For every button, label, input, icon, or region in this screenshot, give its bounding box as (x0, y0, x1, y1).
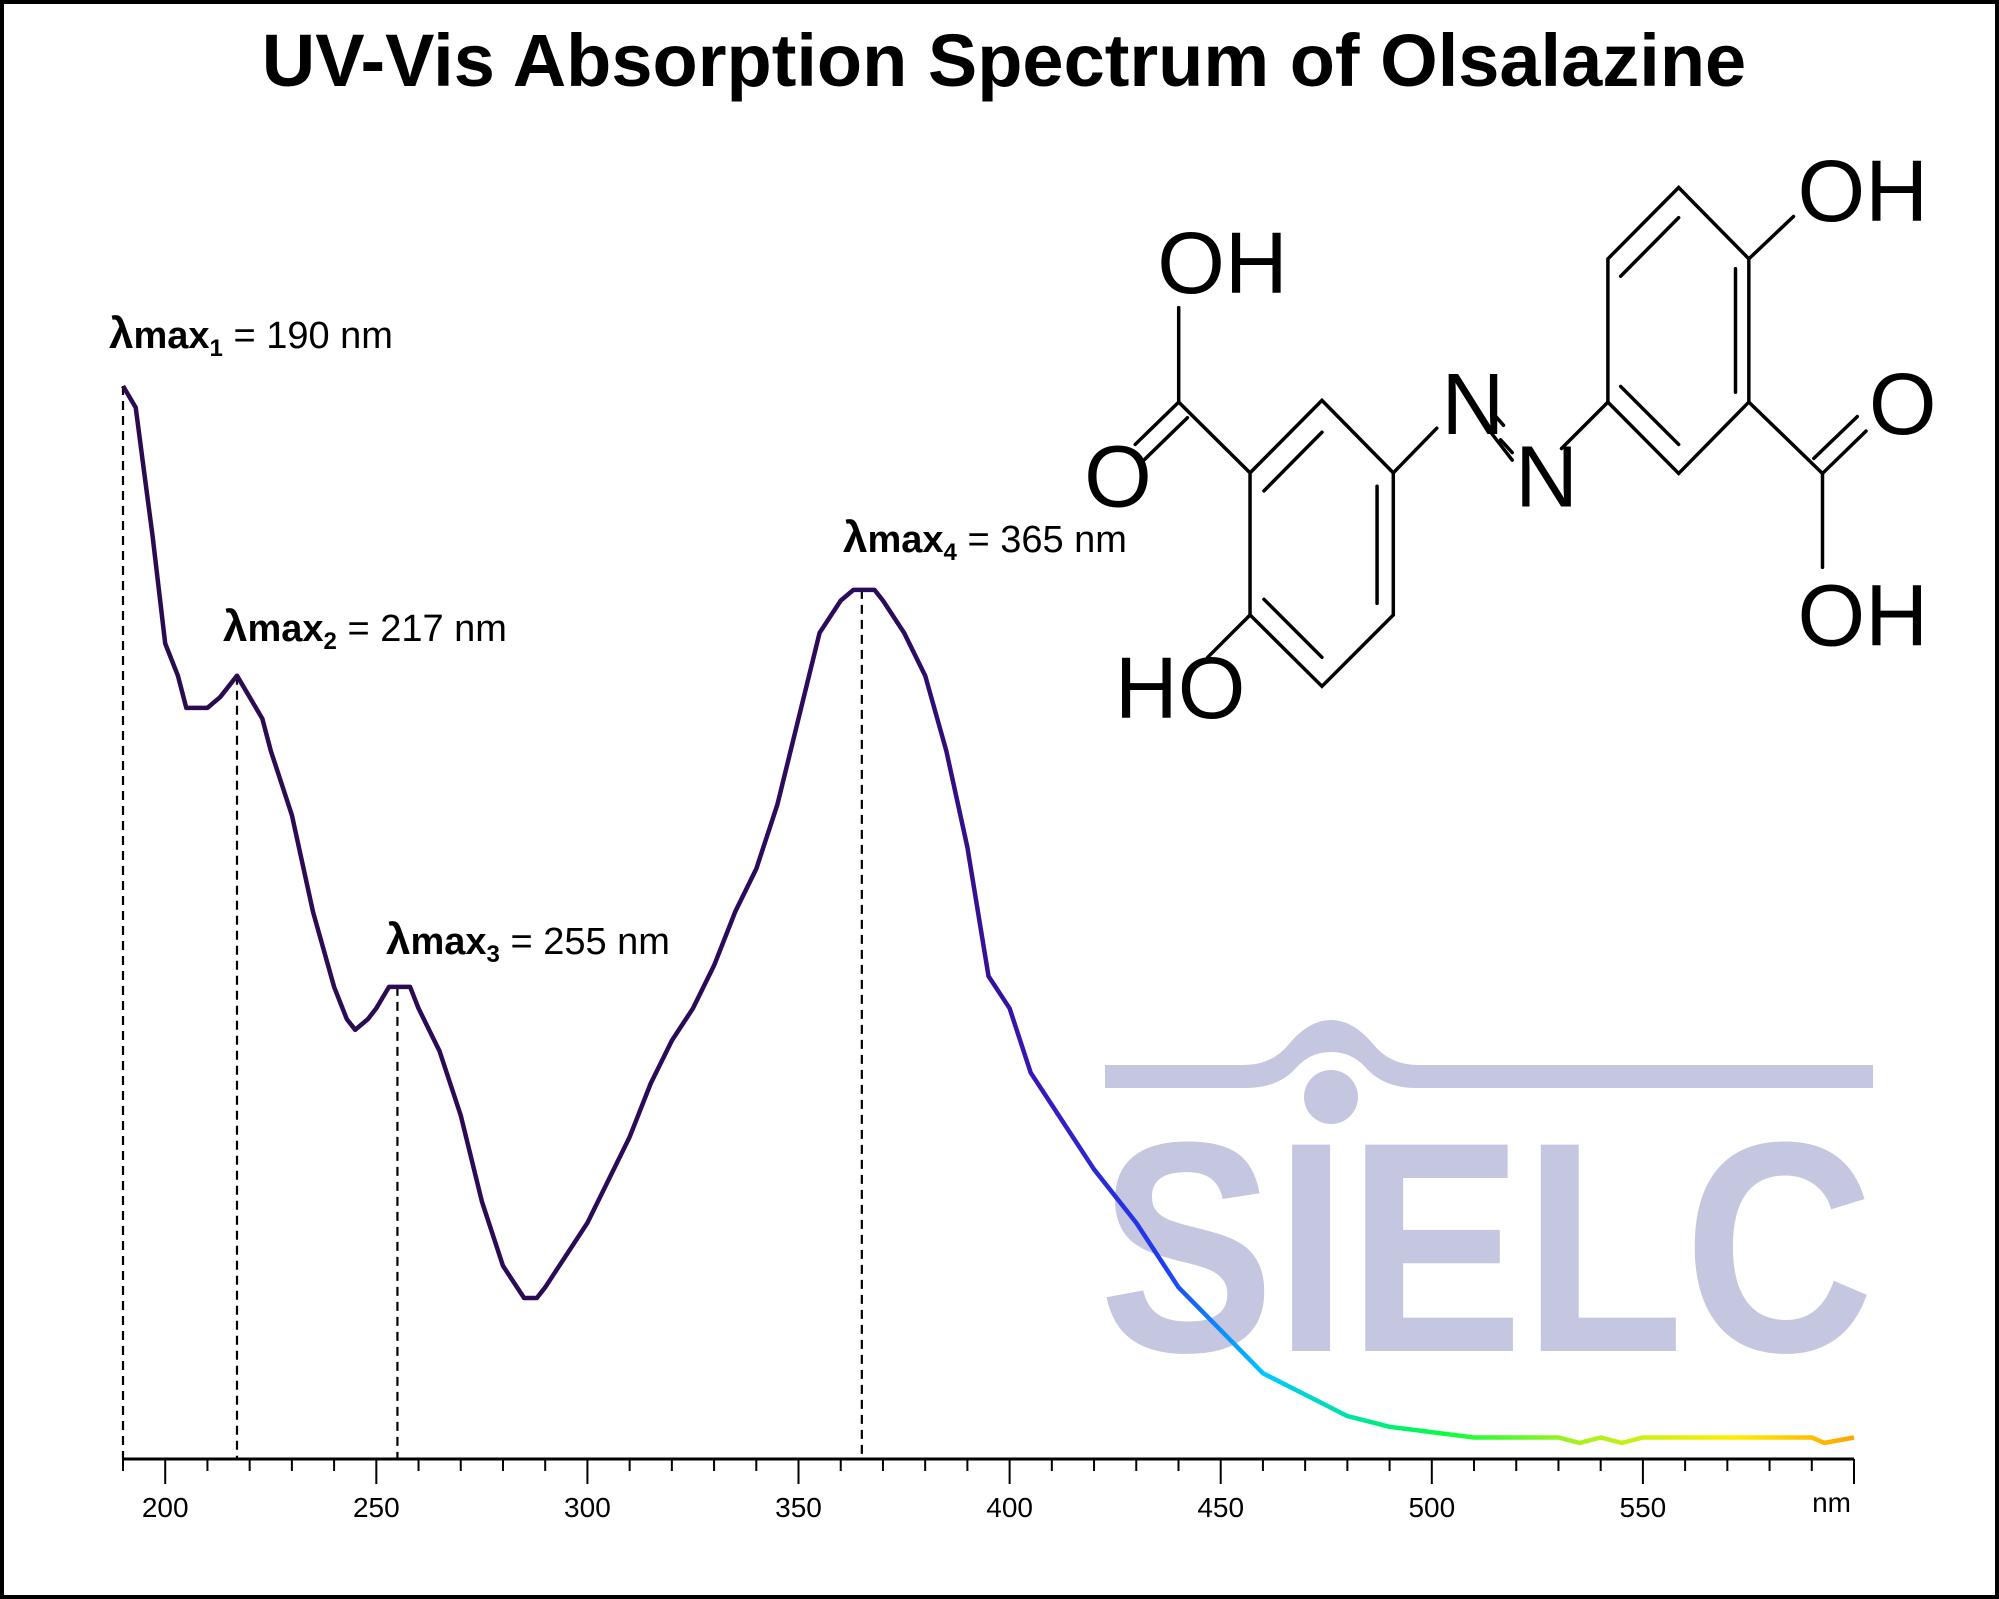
lambda-symbol: λ (223, 602, 247, 651)
peak-markers (121, 386, 863, 1459)
lambda-symbol: λ (109, 309, 133, 358)
label-ho: HO (1115, 640, 1246, 737)
peak-label: λmax3 = 255 nm (386, 915, 670, 968)
peak-index: 4 (944, 539, 958, 566)
logo-text: SIELC (1099, 1079, 1874, 1415)
logo-arc-bar (1105, 1020, 1873, 1088)
label-oh: OH (1798, 143, 1929, 240)
x-tick-label: 200 (142, 1492, 189, 1523)
lambda-symbol: λ (386, 915, 410, 964)
label-n: N (1441, 356, 1504, 453)
x-tick-label: 300 (564, 1492, 611, 1523)
peak-value: = 255 nm (500, 921, 670, 963)
peak-label: λmax2 = 217 nm (223, 602, 507, 655)
label-oh: OH (1157, 215, 1288, 312)
olsalazine-structure: OH O HO N N OH O OH (1084, 143, 1936, 737)
x-tick-label: 450 (1197, 1492, 1244, 1523)
label-o: O (1869, 356, 1937, 453)
max-label: max (133, 315, 209, 357)
label-oh: OH (1798, 568, 1929, 665)
max-label: max (410, 921, 486, 963)
peak-value: = 190 nm (223, 315, 393, 357)
peak-value: = 365 nm (957, 519, 1127, 561)
peak-label: λmax4 = 365 nm (843, 513, 1127, 566)
x-tick-label: 550 (1620, 1492, 1667, 1523)
sielc-logo: SIELC (1099, 1020, 1874, 1415)
label-n: N (1515, 429, 1578, 526)
peak-index: 2 (324, 628, 337, 655)
x-tick-label: 350 (775, 1492, 822, 1523)
chart-title: UV-Vis Absorption Spectrum of Olsalazine (262, 19, 1746, 102)
logo-i-dot (1304, 1070, 1358, 1124)
x-axis-label: nm (1812, 1487, 1851, 1518)
spectrum-chart: UV-Vis Absorption Spectrum of Olsalazine… (109, 19, 1937, 1523)
peak-index: 3 (487, 941, 500, 968)
label-o: O (1084, 429, 1152, 526)
x-tick-label: 400 (986, 1492, 1033, 1523)
peak-value: = 217 nm (337, 608, 507, 650)
max-label: max (867, 519, 943, 561)
x-tick-label: 500 (1408, 1492, 1455, 1523)
x-tick-label: 250 (353, 1492, 400, 1523)
spectrum-line (121, 384, 1855, 1446)
lambda-symbol: λ (843, 513, 867, 562)
peak-index: 1 (210, 335, 223, 362)
max-label: max (247, 608, 323, 650)
x-axis: 200 250 300 350 400 450 500 550 nm (122, 1457, 1855, 1523)
peak-label: λmax1 = 190 nm (109, 309, 393, 362)
